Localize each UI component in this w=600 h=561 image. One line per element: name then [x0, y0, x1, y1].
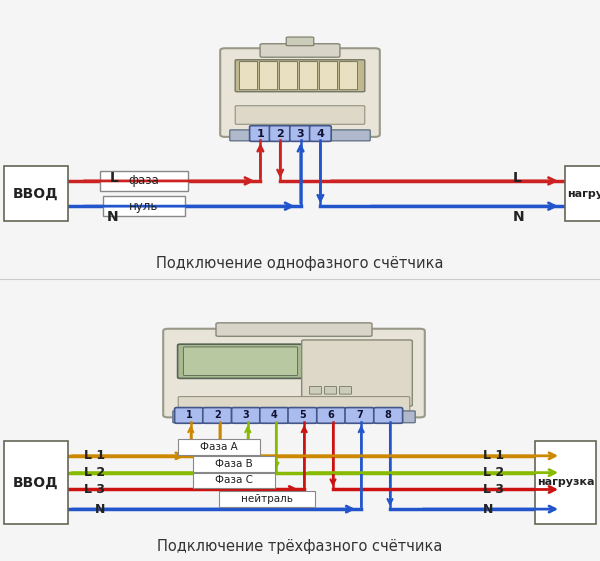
Text: N: N: [107, 210, 119, 224]
Text: Подключение однофазного счётчика: Подключение однофазного счётчика: [156, 256, 444, 271]
FancyBboxPatch shape: [239, 62, 257, 90]
FancyBboxPatch shape: [216, 323, 372, 336]
FancyBboxPatch shape: [175, 407, 203, 423]
Text: 4: 4: [316, 128, 325, 139]
Text: L: L: [513, 171, 522, 185]
Text: 6: 6: [328, 411, 335, 420]
Text: нуль: нуль: [130, 200, 158, 213]
FancyBboxPatch shape: [100, 171, 188, 191]
Text: 2: 2: [214, 411, 221, 420]
FancyBboxPatch shape: [250, 126, 271, 141]
FancyBboxPatch shape: [103, 196, 185, 216]
FancyBboxPatch shape: [232, 407, 260, 423]
FancyBboxPatch shape: [290, 126, 311, 141]
FancyBboxPatch shape: [178, 439, 260, 454]
FancyBboxPatch shape: [163, 329, 425, 417]
Text: фаза: фаза: [128, 174, 160, 187]
FancyBboxPatch shape: [260, 44, 340, 57]
FancyBboxPatch shape: [173, 411, 415, 423]
Text: 5: 5: [299, 411, 306, 420]
Text: ВВОД: ВВОД: [13, 476, 59, 489]
Text: 3: 3: [242, 411, 250, 420]
Text: N: N: [95, 503, 105, 516]
Text: 7: 7: [356, 411, 363, 420]
Text: 8: 8: [385, 411, 392, 420]
FancyBboxPatch shape: [325, 387, 337, 394]
Text: N: N: [483, 503, 493, 516]
Text: L 3: L 3: [84, 483, 105, 496]
Text: нагрузка: нагрузка: [537, 477, 595, 488]
FancyBboxPatch shape: [193, 456, 275, 471]
Text: L 3: L 3: [483, 483, 504, 496]
FancyBboxPatch shape: [235, 106, 365, 124]
FancyBboxPatch shape: [220, 48, 380, 137]
FancyBboxPatch shape: [299, 62, 317, 90]
Text: Фаза С: Фаза С: [215, 476, 253, 485]
FancyBboxPatch shape: [374, 407, 403, 423]
FancyBboxPatch shape: [184, 347, 298, 376]
Text: 2: 2: [277, 128, 284, 139]
FancyBboxPatch shape: [4, 166, 68, 222]
FancyBboxPatch shape: [340, 62, 358, 90]
Text: Фаза В: Фаза В: [215, 459, 253, 468]
FancyBboxPatch shape: [193, 472, 275, 488]
FancyBboxPatch shape: [340, 387, 352, 394]
FancyBboxPatch shape: [235, 60, 365, 92]
Text: нагрузка: нагрузка: [567, 188, 600, 199]
FancyBboxPatch shape: [565, 166, 600, 222]
FancyBboxPatch shape: [203, 407, 232, 423]
FancyBboxPatch shape: [310, 126, 331, 141]
FancyBboxPatch shape: [317, 407, 346, 423]
FancyBboxPatch shape: [319, 62, 338, 90]
Text: L: L: [110, 171, 119, 185]
Text: 1: 1: [185, 411, 193, 420]
Text: Подключение трёхфазного счётчика: Подключение трёхфазного счётчика: [157, 540, 443, 554]
Text: 1: 1: [257, 128, 264, 139]
FancyBboxPatch shape: [259, 62, 278, 90]
FancyBboxPatch shape: [4, 441, 68, 524]
FancyBboxPatch shape: [269, 126, 291, 141]
Text: L 2: L 2: [483, 466, 504, 479]
Text: нейтраль: нейтраль: [241, 494, 293, 504]
FancyBboxPatch shape: [288, 407, 317, 423]
FancyBboxPatch shape: [218, 491, 316, 507]
FancyBboxPatch shape: [178, 397, 410, 412]
FancyBboxPatch shape: [178, 344, 304, 378]
Text: L 2: L 2: [84, 466, 105, 479]
Text: 3: 3: [297, 128, 304, 139]
Text: L 1: L 1: [483, 449, 504, 462]
FancyBboxPatch shape: [280, 62, 298, 90]
Text: ВВОД: ВВОД: [13, 187, 59, 200]
Text: Фаза А: Фаза А: [200, 442, 238, 452]
FancyBboxPatch shape: [286, 37, 314, 46]
Text: 4: 4: [271, 411, 278, 420]
FancyBboxPatch shape: [345, 407, 374, 423]
Text: N: N: [513, 210, 524, 224]
Text: L 1: L 1: [84, 449, 105, 462]
FancyBboxPatch shape: [230, 130, 370, 141]
FancyBboxPatch shape: [310, 387, 322, 394]
FancyBboxPatch shape: [302, 340, 412, 406]
FancyBboxPatch shape: [260, 407, 289, 423]
FancyBboxPatch shape: [535, 441, 596, 524]
